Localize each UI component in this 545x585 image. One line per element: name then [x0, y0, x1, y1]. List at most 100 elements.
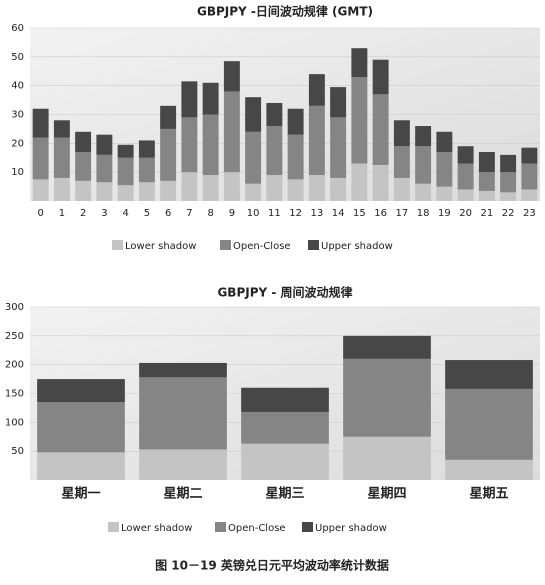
y-tick-label: 200: [5, 360, 24, 371]
x-tick-label: 5: [144, 208, 150, 219]
bar-segment: [245, 183, 262, 201]
bar-segment: [287, 179, 304, 201]
bar-segment: [415, 183, 432, 201]
x-tick-label: 星期三: [265, 487, 304, 502]
x-tick-label: 19: [438, 208, 451, 219]
y-tick-label: 300: [5, 302, 24, 313]
bar-segment: [32, 108, 49, 138]
x-tick-label: 1: [59, 208, 65, 219]
legend-swatch: [308, 240, 319, 250]
x-tick-label: 22: [502, 208, 515, 219]
legend-label: Upper shadow: [315, 523, 387, 534]
x-tick-label: 10: [247, 208, 260, 219]
x-tick-label: 星期五: [469, 487, 508, 502]
x-tick-label: 17: [396, 208, 409, 219]
bar-segment: [202, 114, 219, 176]
y-tick-label: 150: [5, 389, 24, 400]
bar-segment: [372, 59, 389, 95]
bar-segment: [415, 126, 432, 147]
bar-segment: [308, 74, 325, 106]
y-tick-label: 50: [11, 52, 24, 63]
bar-segment: [53, 177, 70, 201]
bar-segment: [372, 164, 389, 201]
x-tick-label: 15: [353, 208, 366, 219]
x-tick-label: 8: [207, 208, 213, 219]
bar-segment: [521, 189, 538, 201]
y-tick-label: 40: [11, 81, 24, 92]
bar-segment: [245, 97, 262, 132]
bar-segment: [436, 131, 453, 152]
bar-segment: [139, 449, 227, 480]
bar-segment: [308, 105, 325, 176]
bar-segment: [181, 81, 198, 118]
bar-segment: [241, 387, 329, 412]
figure-caption: 图 10－19 英镑兑日元平均波动率统计数据: [155, 558, 389, 573]
bar-segment: [37, 452, 125, 480]
bar-segment: [351, 77, 368, 164]
x-tick-label: 4: [122, 208, 128, 219]
bar-segment: [53, 120, 70, 138]
bar-segment: [223, 61, 240, 92]
legend-label: Open-Close: [228, 523, 286, 534]
bar-segment: [75, 151, 92, 181]
bar-segment: [223, 91, 240, 173]
bar-segment: [138, 182, 155, 201]
bar-segment: [117, 144, 134, 158]
y-tick-label: 100: [5, 417, 24, 428]
bar-segment: [343, 436, 431, 480]
bar-segment: [343, 358, 431, 437]
x-tick-label: 3: [101, 208, 107, 219]
bar-segment: [521, 163, 538, 190]
bar-segment: [445, 360, 533, 389]
legend-swatch: [112, 240, 123, 250]
bar-segment: [160, 180, 177, 201]
chart-title: GBPJPY -日间波动规律 (GMT): [197, 4, 373, 19]
legend-swatch: [215, 522, 226, 532]
legend-label: Upper shadow: [321, 241, 393, 252]
bar-segment: [96, 134, 113, 155]
legend-label: Lower shadow: [121, 523, 192, 534]
x-tick-label: 16: [374, 208, 387, 219]
bar-segment: [393, 120, 410, 147]
y-tick-label: 10: [11, 167, 24, 178]
bar-segment: [521, 147, 538, 164]
bar-segment: [330, 177, 347, 201]
bar-segment: [478, 151, 495, 173]
x-tick-label: 14: [332, 208, 345, 219]
y-tick-label: 30: [11, 110, 24, 121]
x-tick-label: 9: [229, 208, 235, 219]
bar-segment: [223, 172, 240, 201]
bar-segment: [372, 94, 389, 165]
x-tick-label: 星期一: [61, 487, 100, 502]
bar-segment: [500, 192, 517, 201]
bar-segment: [245, 131, 262, 184]
legend-swatch: [108, 522, 119, 532]
bar-segment: [445, 459, 533, 480]
x-tick-label: 0: [37, 208, 43, 219]
bar-segment: [139, 377, 227, 450]
bar-segment: [32, 179, 49, 201]
bar-segment: [75, 180, 92, 201]
bar-segment: [138, 157, 155, 183]
x-tick-label: 2: [80, 208, 86, 219]
y-tick-label: 60: [11, 23, 24, 34]
bar-segment: [202, 82, 219, 115]
bar-segment: [330, 117, 347, 178]
bar-segment: [117, 185, 134, 201]
bar-segment: [343, 335, 431, 359]
bar-segment: [308, 175, 325, 201]
bar-segment: [96, 182, 113, 201]
bar-segment: [53, 137, 70, 178]
bar-segment: [117, 157, 134, 186]
x-tick-label: 23: [523, 208, 536, 219]
x-tick-label: 20: [459, 208, 472, 219]
x-tick-label: 星期四: [367, 487, 406, 502]
x-tick-label: 13: [311, 208, 324, 219]
legend-swatch: [220, 240, 231, 250]
bar-segment: [75, 131, 92, 152]
bar-segment: [500, 172, 517, 193]
bar-segment: [457, 189, 474, 201]
bar-segment: [96, 154, 113, 183]
